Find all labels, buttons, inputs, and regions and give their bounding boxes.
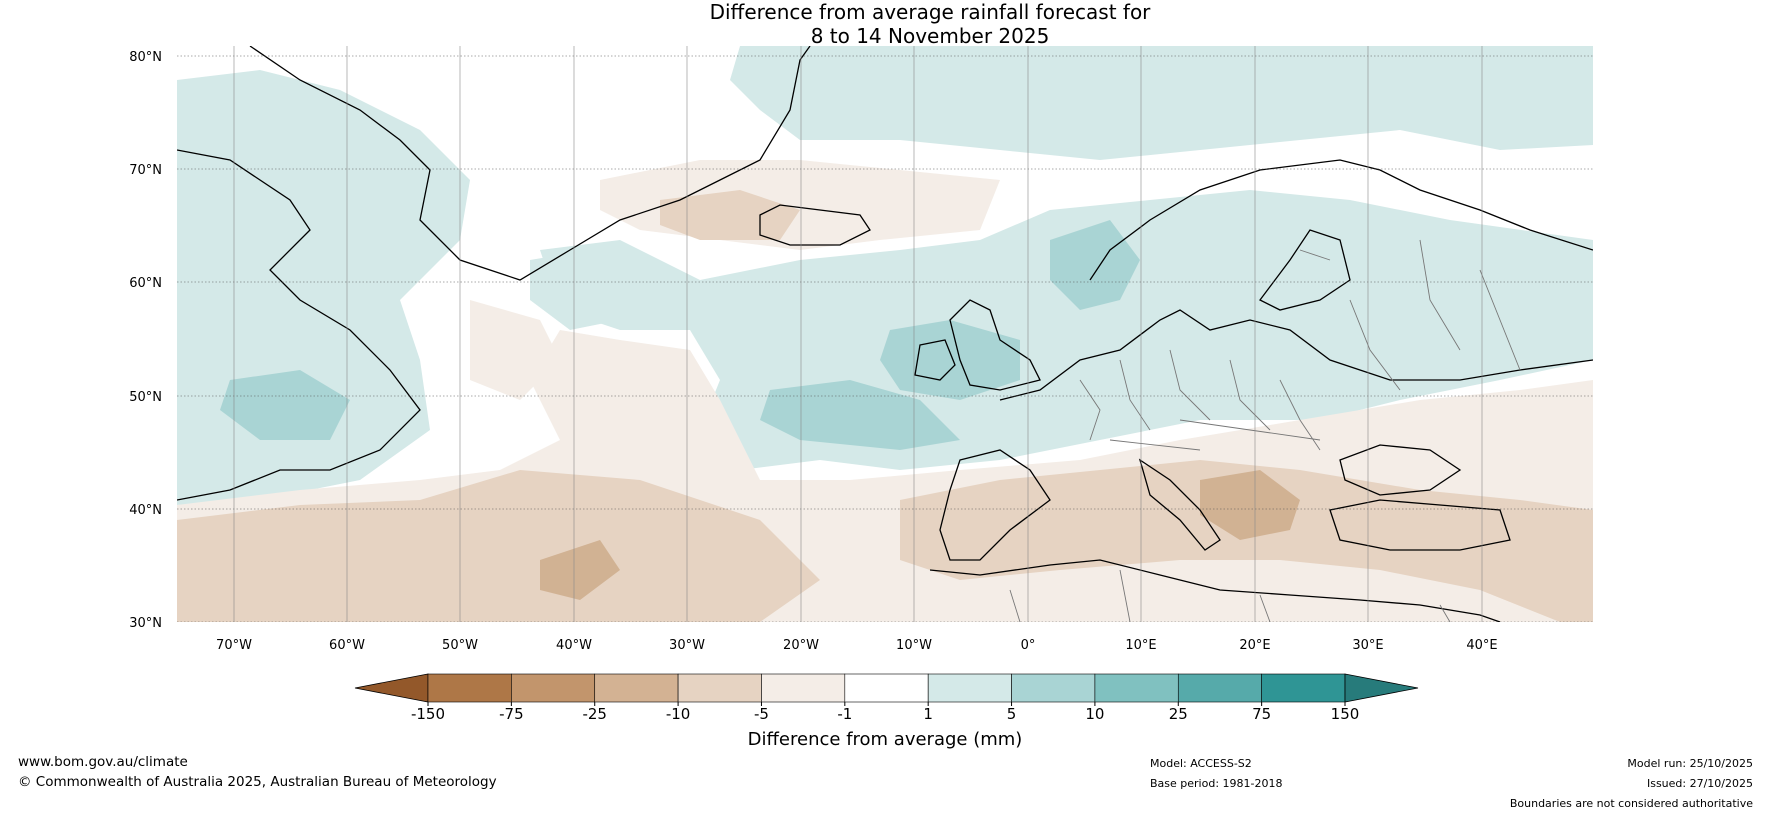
dry-region-subtropical	[177, 470, 820, 622]
lon-label: 30°E	[1352, 638, 1383, 653]
lon-label: 40°W	[556, 638, 592, 653]
longitude-labels: 70°W 60°W 50°W 40°W 30°W 20°W 10°W 0° 10…	[216, 638, 1498, 653]
colorbar-ticks: -150 -75 -25 -10 -5 -1 1 5 10 25 75 150	[411, 702, 1359, 723]
title-line-2: 8 to 14 November 2025	[810, 24, 1050, 48]
border-lines-central-europe	[1079, 349, 1321, 451]
colorbar-tick-label: 5	[1007, 705, 1017, 723]
dry-region-greece	[1200, 470, 1300, 540]
colorbar-segment	[844, 673, 929, 703]
colorbar-segment	[1011, 673, 1096, 703]
map-panel	[177, 46, 1593, 622]
border-lines-north-africa	[1009, 569, 1451, 622]
colorbar-tick-label: -25	[582, 705, 607, 723]
wet-region-norway	[1050, 220, 1140, 310]
colorbar-tick-label: -75	[499, 705, 524, 723]
country-borders	[1009, 239, 1521, 622]
colorbar-segment	[1261, 673, 1346, 703]
colorbar-tick-label: -5	[754, 705, 769, 723]
latitude-labels: 80°N 70°N 60°N 50°N 40°N 30°N	[129, 50, 162, 631]
colorbar-segment	[927, 673, 1012, 703]
dry-region-mediterranean	[900, 460, 1593, 622]
coastline-canada	[177, 149, 421, 501]
lon-label: 50°W	[442, 638, 478, 653]
coastline-iberia	[939, 449, 1051, 561]
colorbar-segment	[511, 673, 596, 703]
colorbar: -150 -75 -25 -10 -5 -1 1 5 10 25 75 150 Difference …	[354, 673, 1419, 750]
lon-label: 0°	[1021, 638, 1036, 653]
colorbar-label: Difference from average (mm)	[748, 729, 1023, 750]
coastline-europe	[999, 309, 1593, 401]
footer-model: Model: ACCESS-S2	[1150, 757, 1252, 770]
lon-label: 60°W	[329, 638, 365, 653]
wet-region-biscay	[760, 380, 960, 450]
lon-label: 20°W	[783, 638, 819, 653]
footer-model-run: Model run: 25/10/2025	[1627, 757, 1753, 770]
coastline-north-africa	[929, 559, 1501, 622]
lon-label: 10°E	[1125, 638, 1156, 653]
colorbar-tick-label: -10	[666, 705, 691, 723]
wet-region-newfoundland	[220, 370, 350, 440]
colorbar-tick-label: 75	[1252, 705, 1271, 723]
border-lines-eastern-europe	[1299, 239, 1521, 391]
wet-region-greenland-sea	[530, 250, 640, 330]
lon-label: 40°E	[1466, 638, 1497, 653]
lat-label: 30°N	[129, 616, 162, 631]
lat-label: 50°N	[129, 390, 162, 405]
footer-issued: Issued: 27/10/2025	[1646, 777, 1753, 790]
lat-label: 40°N	[129, 503, 162, 518]
coastline-italy	[1138, 458, 1221, 551]
wet-region-ireland	[880, 320, 1020, 400]
colorbar-tick-label: -1	[837, 705, 852, 723]
graticule-meridians	[233, 46, 1483, 622]
colorbar-segment	[1094, 673, 1179, 703]
colorbar-segment	[761, 673, 846, 703]
footer-disclaimer: Boundaries are not considered authoritat…	[1509, 797, 1753, 810]
colorbar-tick-label: -150	[411, 705, 445, 723]
colorbar-segment	[594, 673, 679, 703]
lat-label: 70°N	[129, 163, 162, 178]
colorbar-segment	[677, 673, 762, 703]
coastline-black-sea	[1339, 444, 1462, 496]
lon-label: 30°W	[669, 638, 705, 653]
map-title: Difference from average rainfall forecas…	[0, 0, 1770, 48]
lat-label: 60°N	[129, 276, 162, 291]
dry-region-iceland-mid	[660, 190, 800, 240]
title-line-1: Difference from average rainfall forecas…	[709, 0, 1151, 24]
rainfall-anomaly-fill	[177, 46, 1593, 622]
lon-label: 10°W	[896, 638, 932, 653]
coastline-baltic	[1259, 229, 1351, 311]
lon-label: 20°E	[1239, 638, 1270, 653]
colorbar-tick-label: 10	[1085, 705, 1104, 723]
coastline-iceland	[759, 204, 871, 246]
graticule	[177, 55, 1593, 622]
lon-label: 70°W	[216, 638, 252, 653]
colorbar-segment	[1177, 673, 1262, 703]
coastline-greenland	[249, 46, 811, 281]
coastline-uk	[949, 299, 1041, 391]
colorbar-tick-label: 1	[923, 705, 933, 723]
coastlines	[177, 46, 1593, 622]
coastline-turkey	[1329, 499, 1511, 551]
wet-region-north	[730, 46, 1593, 160]
dry-region-azores	[540, 540, 620, 600]
colorbar-extend-high	[1344, 673, 1419, 703]
coastline-ireland	[914, 339, 956, 381]
colorbar-tick-label: 25	[1169, 705, 1188, 723]
dry-region-central-atlantic	[470, 300, 560, 400]
colorbar-tick-label: 150	[1331, 705, 1360, 723]
footer-base-period: Base period: 1981-2018	[1150, 777, 1283, 790]
lat-label: 80°N	[129, 50, 162, 65]
colorbar-extend-low	[354, 673, 429, 703]
footer-url[interactable]: www.bom.gov.au/climate	[18, 754, 188, 770]
footer-copyright: © Commonwealth of Australia 2025, Austra…	[18, 774, 497, 790]
colorbar-segment	[427, 673, 512, 703]
colorbar-segments	[354, 673, 1419, 703]
coastline-scandinavia	[1089, 159, 1593, 281]
